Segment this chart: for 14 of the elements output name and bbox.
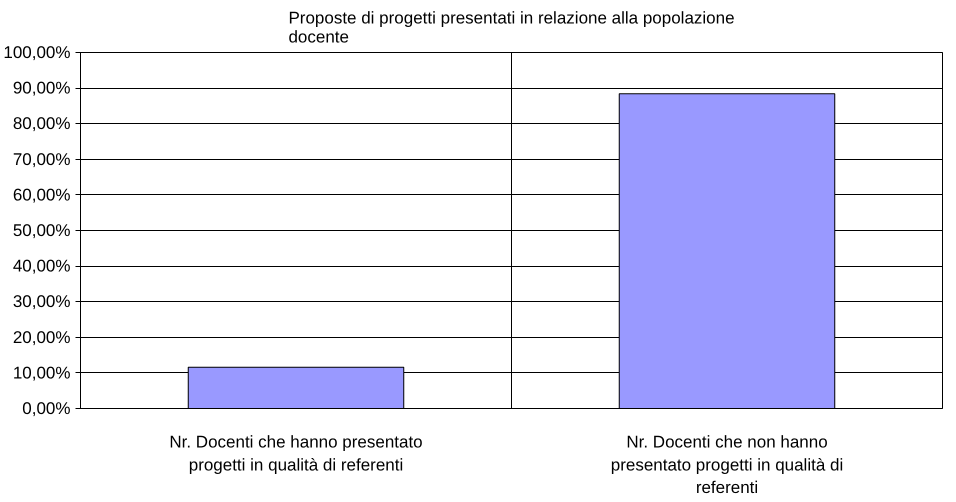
y-tick-label: 0,00% (22, 399, 70, 418)
y-tick-label: 10,00% (12, 363, 71, 382)
chart-title: Proposte di progetti presentati in relazione alla popolazione docente (288, 8, 735, 46)
y-tick-label: 60,00% (12, 185, 71, 204)
y-tick-label: 30,00% (12, 292, 71, 312)
y-tick-label: 40,00% (12, 256, 71, 276)
x-tick-label: Nr. Docenti che hanno presentato progetti in qualità di referenti (169, 432, 423, 474)
y-tick-label: 80,00% (12, 114, 71, 134)
y-tick-label: 70,00% (12, 150, 71, 169)
y-tick-label: 50,00% (12, 221, 71, 240)
y-tick-label: 20,00% (12, 328, 71, 347)
y-tick-label: 90,00% (12, 78, 71, 98)
x-tick-label: Nr. Docenti che non hanno presentato progetti in qualità di referenti (610, 432, 844, 498)
y-tick-label: 100,00% (3, 43, 71, 62)
